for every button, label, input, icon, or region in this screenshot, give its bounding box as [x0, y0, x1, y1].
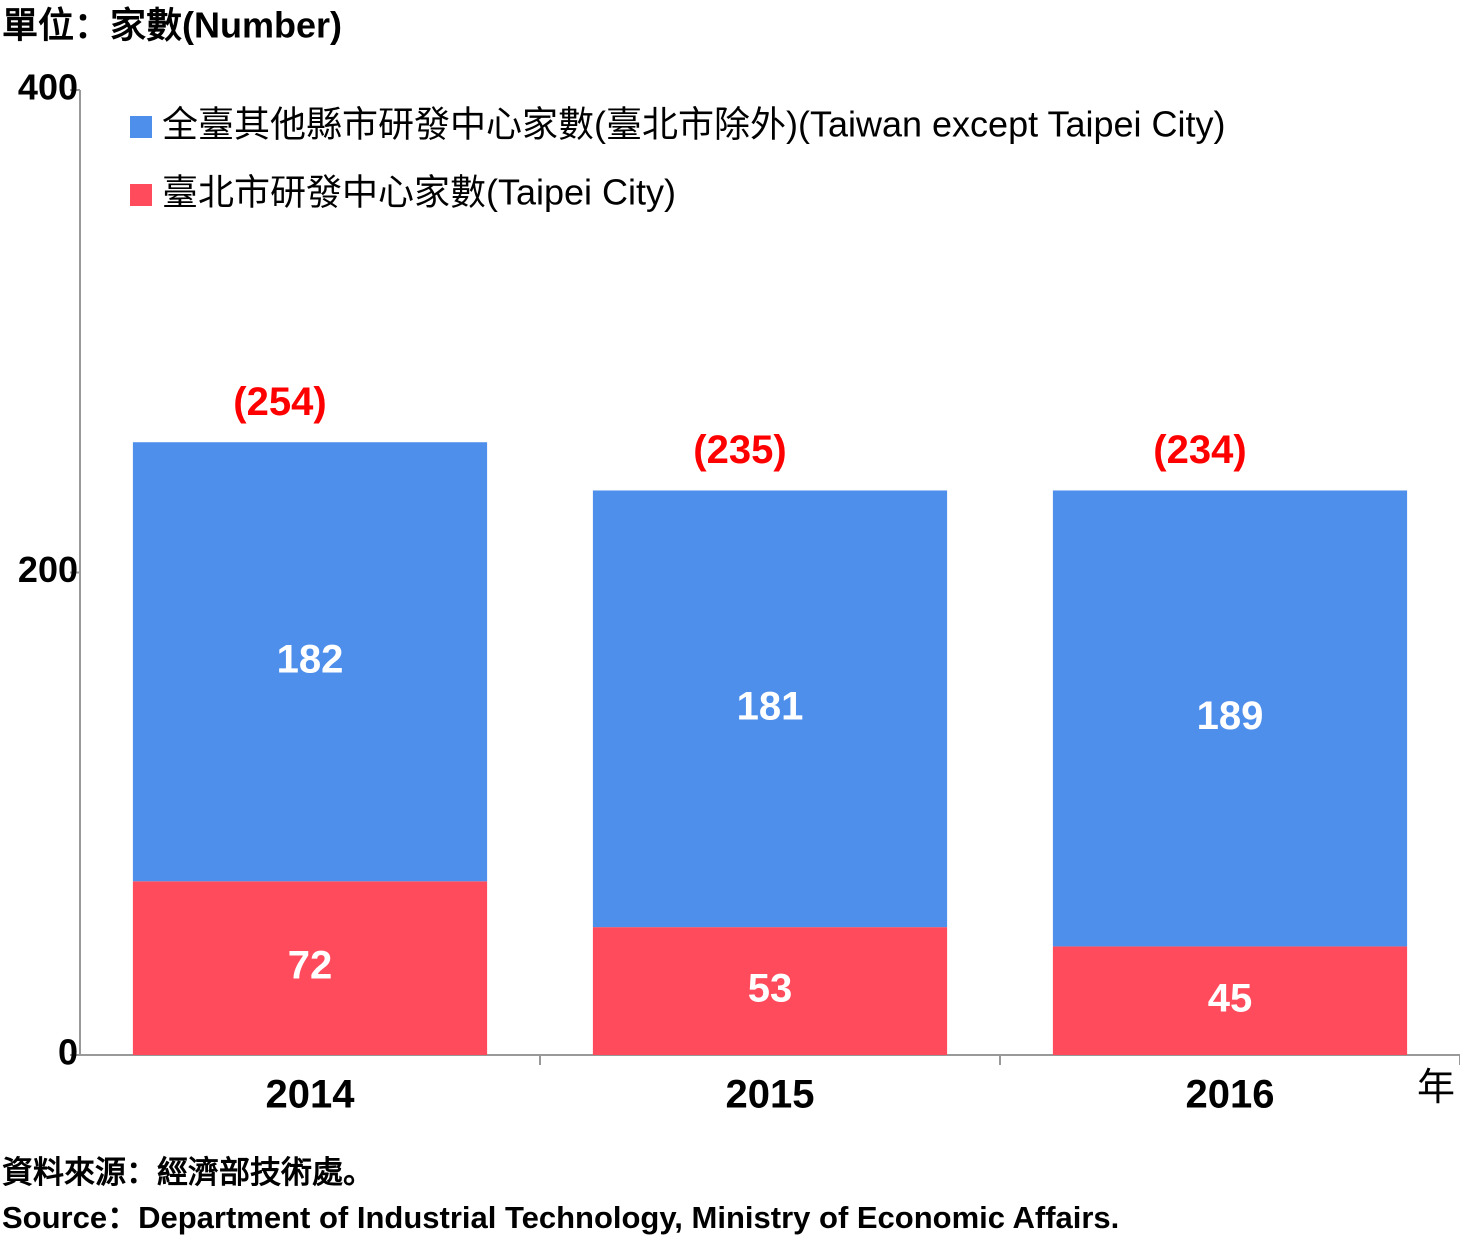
total-label: (254) — [233, 380, 326, 424]
bar-segment — [132, 442, 488, 882]
x-axis-label: 年 — [1417, 1067, 1455, 1109]
value-label: 53 — [748, 967, 793, 1011]
bar-segment — [592, 490, 948, 928]
value-label: 45 — [1208, 976, 1253, 1020]
unit-label: 單位：家數(Number) — [2, 5, 342, 46]
x-tick-label: 2016 — [1186, 1073, 1275, 1117]
bar-segment — [1052, 946, 1408, 1055]
value-label: 182 — [277, 637, 344, 681]
x-tick-label: 2014 — [266, 1073, 356, 1117]
y-tick-label: 400 — [18, 67, 78, 108]
total-label: (234) — [1153, 428, 1246, 472]
x-tick-label: 2015 — [726, 1073, 815, 1117]
value-label: 72 — [288, 944, 333, 988]
legend-label: 臺北市研發中心家數(Taipei City) — [162, 172, 676, 213]
value-label: 181 — [737, 684, 804, 728]
bar-segment — [132, 881, 488, 1055]
bar-segment — [1052, 490, 1408, 947]
legend-swatch — [130, 116, 152, 138]
value-label: 189 — [1197, 694, 1264, 738]
source-line: 資料來源：經濟部技術處。 — [2, 1155, 374, 1190]
y-tick-label: 200 — [18, 549, 78, 590]
source-line: Source：Department of Industrial Technolo… — [2, 1200, 1119, 1235]
legend-swatch — [130, 184, 152, 206]
legend-label: 全臺其他縣市研發中心家數(臺北市除外)(Taiwan except Taipei… — [162, 104, 1226, 145]
bar-segment — [592, 927, 948, 1055]
y-tick-label: 0 — [58, 1032, 78, 1073]
total-label: (235) — [693, 428, 786, 472]
